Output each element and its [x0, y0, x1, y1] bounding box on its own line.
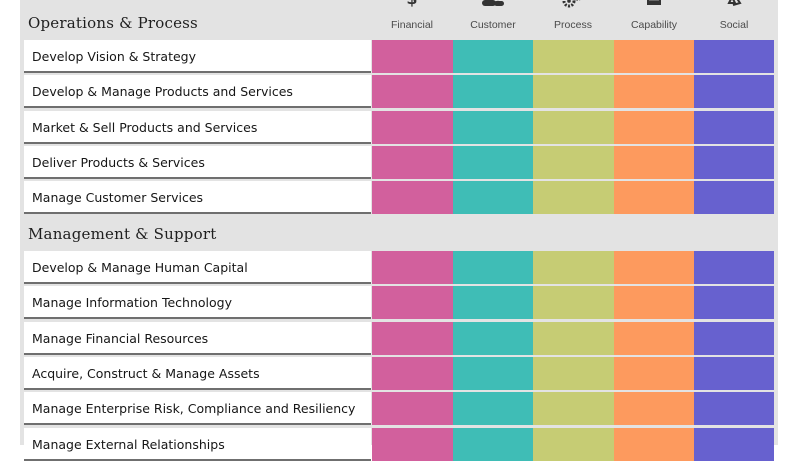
cell-customer: [453, 40, 533, 73]
cell-customer: [453, 286, 533, 319]
cell-customer: [453, 251, 533, 284]
section-title-management: Management & Support: [28, 225, 216, 243]
cell-social: [694, 322, 774, 355]
recycle-icon: [721, 0, 747, 10]
cell-process: [533, 251, 614, 284]
cell-capability: [614, 111, 694, 144]
matrix-row: Manage Enterprise Risk, Compliance and R…: [0, 392, 800, 425]
column-header-social: Social: [694, 0, 774, 36]
cell-customer: [453, 392, 533, 425]
cell-financial: [372, 146, 453, 179]
row-label-cell: Manage Customer Services: [24, 181, 371, 214]
row-label: Manage Information Technology: [32, 295, 232, 310]
cell-financial: [372, 111, 453, 144]
row-label: Develop & Manage Products and Services: [32, 84, 293, 99]
book-icon: [641, 0, 667, 10]
cell-capability: [614, 392, 694, 425]
row-label-cell: Manage Financial Resources: [24, 322, 371, 355]
cell-social: [694, 40, 774, 73]
cell-social: [694, 286, 774, 319]
matrix-row: Manage Information Technology: [0, 286, 800, 319]
row-label-cell: Deliver Products & Services: [24, 146, 371, 179]
row-label-cell: Develop Vision & Strategy: [24, 40, 371, 73]
cell-process: [533, 392, 614, 425]
cell-social: [694, 392, 774, 425]
cell-customer: [453, 357, 533, 390]
cell-financial: [372, 181, 453, 214]
cell-process: [533, 75, 614, 108]
cell-capability: [614, 357, 694, 390]
people-icon: [480, 0, 506, 10]
cell-financial: [372, 392, 453, 425]
cell-process: [533, 111, 614, 144]
cell-social: [694, 357, 774, 390]
section-title-operations: Operations & Process: [28, 14, 198, 32]
cell-customer: [453, 146, 533, 179]
cell-customer: [453, 111, 533, 144]
cell-social: [694, 181, 774, 214]
matrix-row: Develop & Manage Products and Services: [0, 75, 800, 108]
column-header-process: Process: [533, 0, 613, 36]
cell-capability: [614, 40, 694, 73]
cell-customer: [453, 181, 533, 214]
dollar-icon: $: [399, 0, 425, 10]
row-label: Acquire, Construct & Manage Assets: [32, 366, 260, 381]
row-label: Develop Vision & Strategy: [32, 49, 196, 64]
cell-financial: [372, 251, 453, 284]
matrix-row: Manage Customer Services: [0, 181, 800, 214]
column-label-financial: Financial: [372, 19, 452, 31]
cell-capability: [614, 146, 694, 179]
cell-social: [694, 111, 774, 144]
column-label-capability: Capability: [614, 19, 694, 31]
cell-financial: [372, 286, 453, 319]
matrix-row: Market & Sell Products and Services: [0, 111, 800, 144]
cell-social: [694, 146, 774, 179]
cell-process: [533, 146, 614, 179]
cell-financial: [372, 322, 453, 355]
cell-capability: [614, 75, 694, 108]
cell-social: [694, 251, 774, 284]
cell-process: [533, 357, 614, 390]
row-label: Manage Financial Resources: [32, 331, 208, 346]
column-header-customer: Customer: [453, 0, 533, 36]
cell-capability: [614, 181, 694, 214]
cell-process: [533, 286, 614, 319]
row-label-cell: Manage Enterprise Risk, Compliance and R…: [24, 392, 371, 425]
cell-process: [533, 322, 614, 355]
matrix-row: Acquire, Construct & Manage Assets: [0, 357, 800, 390]
row-label: Deliver Products & Services: [32, 155, 205, 170]
cell-financial: [372, 357, 453, 390]
cell-financial: [372, 75, 453, 108]
gears-icon: [560, 0, 586, 10]
row-label-cell: Manage Information Technology: [24, 286, 371, 319]
cell-capability: [614, 251, 694, 284]
column-label-social: Social: [694, 19, 774, 31]
svg-text:$: $: [406, 0, 417, 8]
cell-financial: [372, 40, 453, 73]
cell-process: [533, 40, 614, 73]
column-label-customer: Customer: [453, 19, 533, 31]
matrix-row: Develop & Manage Human Capital: [0, 251, 800, 284]
row-label-cell: Acquire, Construct & Manage Assets: [24, 357, 371, 390]
column-header-financial: $ Financial: [372, 0, 452, 36]
row-label-cell: Develop & Manage Human Capital: [24, 251, 371, 284]
row-label: Develop & Manage Human Capital: [32, 260, 248, 275]
matrix-row: Manage Financial Resources: [0, 322, 800, 355]
row-label: Manage Customer Services: [32, 190, 203, 205]
cell-customer: [453, 75, 533, 108]
cell-social: [694, 75, 774, 108]
row-label-cell: Develop & Manage Products and Services: [24, 75, 371, 108]
column-header-capability: Capability: [614, 0, 694, 36]
column-label-process: Process: [533, 19, 613, 31]
row-label: Market & Sell Products and Services: [32, 120, 257, 135]
row-label-cell: Market & Sell Products and Services: [24, 111, 371, 144]
cell-capability: [614, 286, 694, 319]
matrix-row: Develop Vision & Strategy: [0, 40, 800, 73]
cell-customer: [453, 322, 533, 355]
cell-capability: [614, 322, 694, 355]
row-label: Manage Enterprise Risk, Compliance and R…: [32, 401, 355, 416]
cell-process: [533, 181, 614, 214]
matrix-row: Deliver Products & Services: [0, 146, 800, 179]
